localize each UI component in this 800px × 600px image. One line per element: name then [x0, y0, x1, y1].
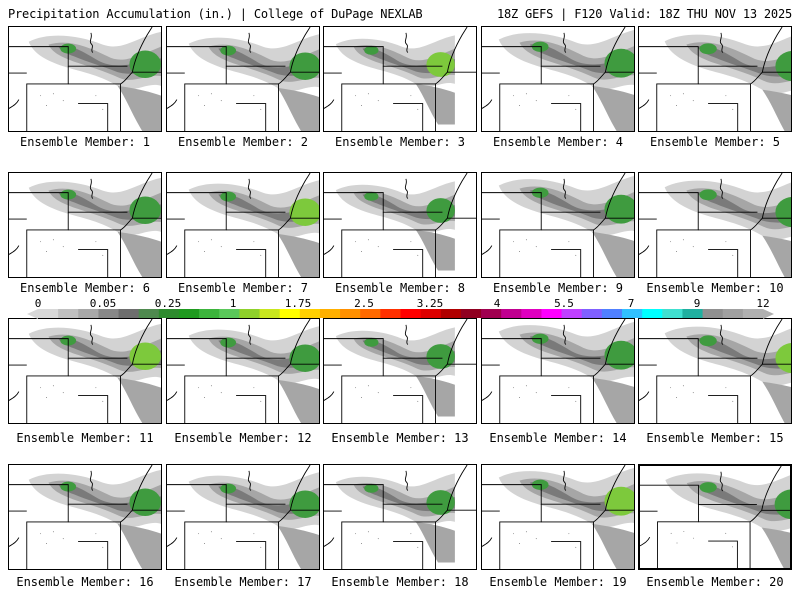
colorbar-tick-label: 1 — [229, 297, 237, 310]
colorbar-swatch — [742, 309, 763, 318]
colorbar-swatch — [460, 309, 482, 318]
colorbar-swatch — [420, 309, 442, 318]
ensemble-map-16[interactable] — [8, 464, 162, 570]
colorbar-swatch — [78, 309, 99, 318]
ensemble-map-10[interactable] — [638, 172, 792, 278]
colorbar-swatch — [601, 309, 623, 318]
colorbar-swatch — [541, 309, 563, 318]
ensemble-map-7[interactable] — [166, 172, 320, 278]
colorbar-swatch — [440, 309, 462, 318]
colorbar-swatch — [682, 309, 704, 318]
colorbar-swatch — [319, 309, 341, 318]
colorbar-swatch — [722, 309, 744, 318]
colorbar-swatch — [702, 309, 724, 318]
member-label-15: Ensemble Member: 15 — [646, 431, 784, 445]
colorbar-swatch — [199, 309, 220, 318]
colorbar-swatch — [118, 309, 140, 318]
ensemble-map-20[interactable] — [638, 464, 792, 570]
member-label-2: Ensemble Member: 2 — [177, 135, 309, 149]
colorbar-swatch — [259, 309, 281, 318]
ensemble-map-18[interactable] — [323, 464, 477, 570]
member-label-16: Ensemble Member: 16 — [16, 575, 154, 589]
colorbar-tick-label: 9 — [693, 297, 701, 310]
colorbar-tick-label: 0 — [34, 297, 42, 310]
precipitation-colorbar — [38, 309, 763, 318]
colorbar-min-arrow — [27, 309, 38, 319]
colorbar-swatch — [138, 309, 160, 318]
colorbar-swatch — [98, 309, 120, 318]
member-label-8: Ensemble Member: 8 — [334, 281, 466, 295]
colorbar-swatch — [360, 309, 381, 318]
ensemble-map-5[interactable] — [638, 26, 792, 132]
ensemble-map-2[interactable] — [166, 26, 320, 132]
ensemble-map-8[interactable] — [323, 172, 477, 278]
member-label-11: Ensemble Member: 11 — [16, 431, 154, 445]
colorbar-swatch — [400, 309, 422, 318]
member-label-5: Ensemble Member: 5 — [649, 135, 781, 149]
colorbar-swatch — [521, 309, 542, 318]
member-label-17: Ensemble Member: 17 — [174, 575, 312, 589]
colorbar-tick-label: 12 — [756, 297, 770, 310]
member-label-4: Ensemble Member: 4 — [492, 135, 624, 149]
colorbar-swatch — [380, 309, 401, 318]
colorbar-swatch — [299, 309, 321, 318]
member-label-3: Ensemble Member: 3 — [334, 135, 466, 149]
colorbar-swatch — [219, 309, 240, 318]
colorbar-swatch — [340, 309, 361, 318]
colorbar-swatch — [481, 309, 502, 318]
colorbar-swatch — [581, 309, 603, 318]
colorbar-max-arrow — [763, 309, 774, 319]
colorbar-swatch — [178, 309, 200, 318]
ensemble-map-3[interactable] — [323, 26, 477, 132]
colorbar-swatch — [58, 309, 79, 318]
member-label-13: Ensemble Member: 13 — [331, 431, 469, 445]
colorbar-tick-label: 5.5 — [554, 297, 574, 310]
ensemble-map-14[interactable] — [481, 318, 635, 424]
ensemble-map-19[interactable] — [481, 464, 635, 570]
colorbar-swatch — [239, 309, 261, 318]
colorbar-tick-label: 4 — [493, 297, 501, 310]
member-label-14: Ensemble Member: 14 — [489, 431, 627, 445]
member-label-19: Ensemble Member: 19 — [489, 575, 627, 589]
member-label-18: Ensemble Member: 18 — [331, 575, 469, 589]
ensemble-map-12[interactable] — [166, 318, 320, 424]
member-label-6: Ensemble Member: 6 — [19, 281, 151, 295]
member-label-10: Ensemble Member: 10 — [646, 281, 784, 295]
colorbar-swatch — [662, 309, 683, 318]
colorbar-tick-label: 0.05 — [89, 297, 117, 310]
member-label-12: Ensemble Member: 12 — [174, 431, 312, 445]
colorbar-swatch — [642, 309, 663, 318]
colorbar-tick-label: 3.25 — [416, 297, 444, 310]
ensemble-map-13[interactable] — [323, 318, 477, 424]
member-label-20: Ensemble Member: 20 — [646, 575, 784, 589]
ensemble-map-6[interactable] — [8, 172, 162, 278]
ensemble-map-9[interactable] — [481, 172, 635, 278]
ensemble-map-11[interactable] — [8, 318, 162, 424]
ensemble-map-17[interactable] — [166, 464, 320, 570]
ensemble-map-1[interactable] — [8, 26, 162, 132]
colorbar-tick-label: 7 — [627, 297, 635, 310]
map-title: Precipitation Accumulation (in.) | Colle… — [8, 7, 423, 21]
run-info: 18Z GEFS | F120 Valid: 18Z THU NOV 13 20… — [496, 7, 792, 21]
colorbar-swatch — [158, 309, 180, 318]
colorbar-swatch — [279, 309, 301, 318]
colorbar-swatch — [501, 309, 522, 318]
member-label-7: Ensemble Member: 7 — [177, 281, 309, 295]
colorbar-swatch — [38, 309, 59, 318]
colorbar-swatch — [561, 309, 583, 318]
colorbar-tick-label: 2.5 — [354, 297, 374, 310]
colorbar-swatch — [622, 309, 643, 318]
colorbar-tick-label: 0.25 — [154, 297, 182, 310]
member-label-9: Ensemble Member: 9 — [492, 281, 624, 295]
ensemble-map-4[interactable] — [481, 26, 635, 132]
colorbar-tick-label: 1.75 — [284, 297, 312, 310]
member-label-1: Ensemble Member: 1 — [19, 135, 151, 149]
ensemble-map-15[interactable] — [638, 318, 792, 424]
